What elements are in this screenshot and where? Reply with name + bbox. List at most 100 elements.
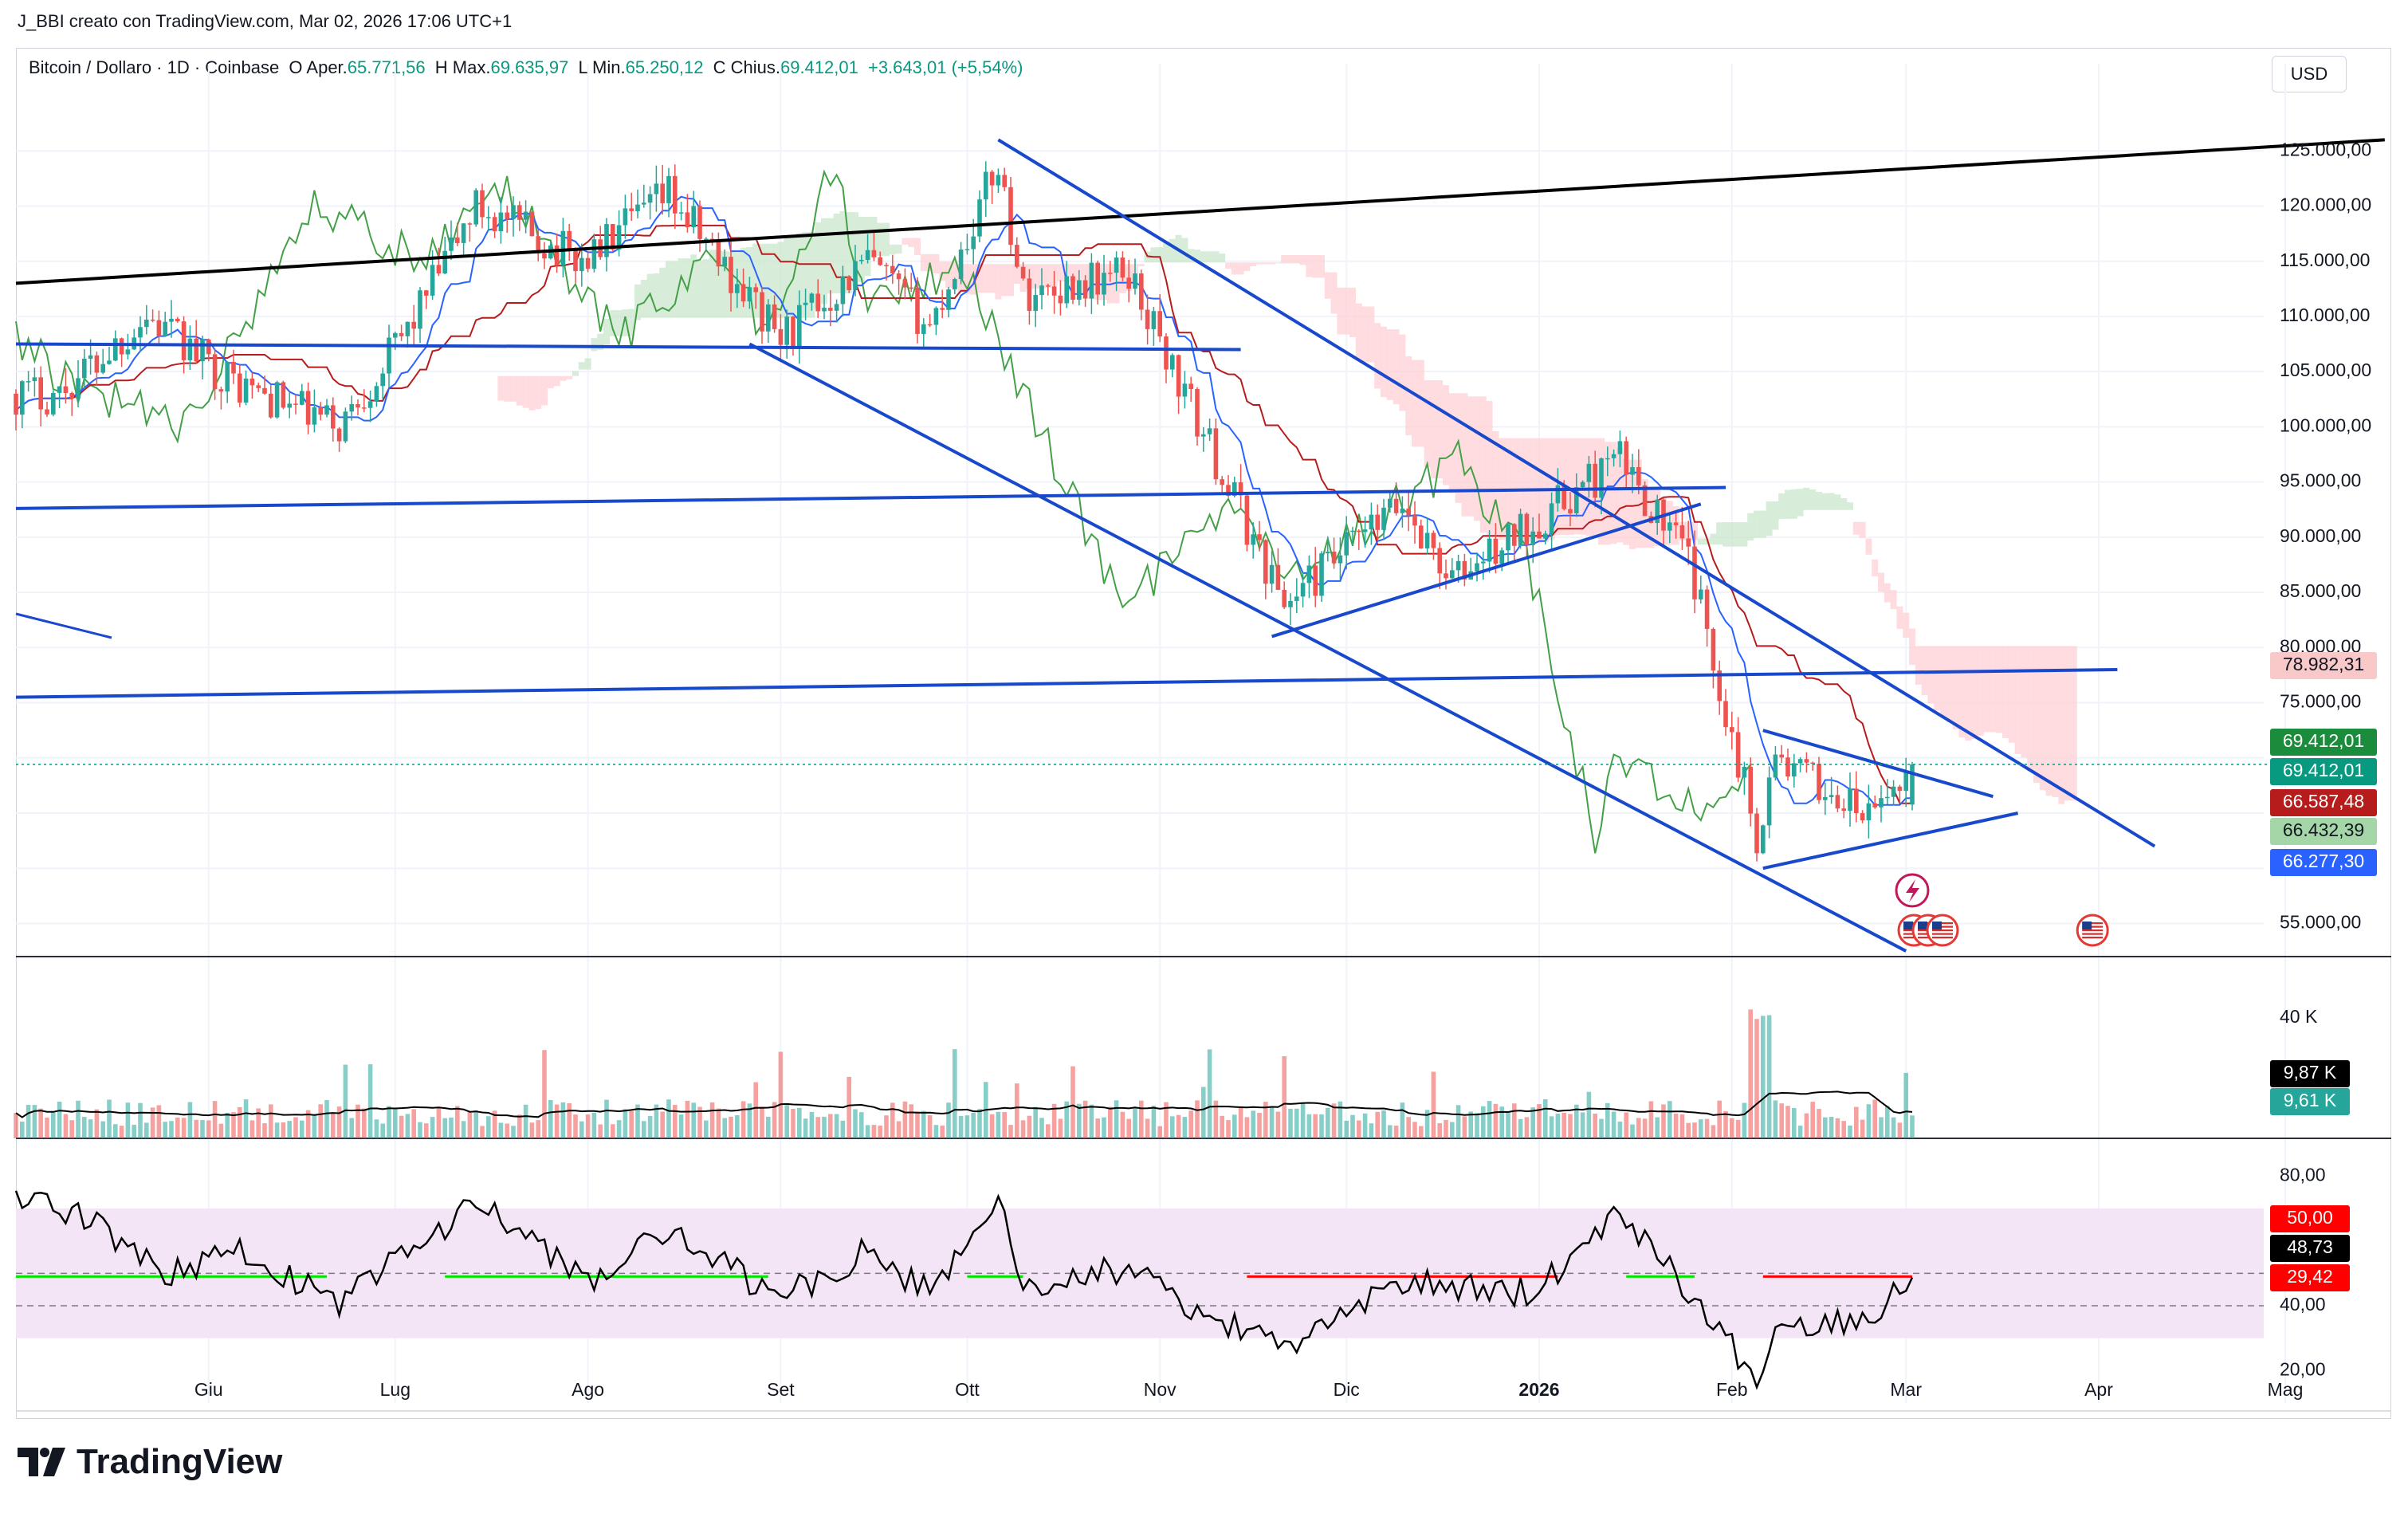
cloud-slice [945,261,952,288]
candle-body [256,385,261,388]
candle [1331,537,1337,569]
candle-body [225,361,230,392]
candle-body [666,175,671,203]
volume-bar [1524,1117,1530,1138]
volume-bar [1593,1113,1597,1138]
currency-button[interactable]: USD [2272,56,2347,92]
rsi-tick-label: 80,00 [2280,1164,2326,1185]
volume-bar [579,1121,584,1138]
volume-bar [1269,1106,1275,1138]
candle [455,222,460,246]
candle [1120,251,1125,281]
candle [1499,547,1504,572]
candle-body [1282,589,1286,607]
volume-bar [604,1099,609,1138]
candle [274,380,280,419]
candle-body [206,339,211,355]
volume-bar [1735,1119,1741,1138]
cloud-slice [1778,493,1785,520]
candle [1549,492,1554,552]
volume-bar [1369,1123,1374,1138]
candle [709,232,715,246]
volume-bar [1468,1111,1473,1138]
volume-bar [1251,1110,1255,1138]
volume-bar [1766,1015,1772,1138]
candle-body [300,391,304,405]
candle-body [1717,670,1722,701]
volume-bar [647,1116,653,1138]
cloud-slice [1821,493,1829,510]
volume-bar [548,1100,553,1138]
candle [722,250,727,272]
candle [1164,333,1169,383]
candle-body [753,287,758,293]
candle [1711,627,1716,689]
candle [1126,259,1131,303]
volume-bar [964,1115,970,1138]
price-tick-label: 85.000,00 [2280,580,2361,601]
cloud-slice [2070,646,2077,801]
candle-body [1711,628,1716,671]
candle-body [1568,509,1573,514]
volume-bar [1294,1108,1299,1138]
candle-body [20,381,25,415]
candle [300,383,304,406]
price-badge: 69.412,01 [2270,729,2377,756]
volume-bar [678,1114,684,1138]
rsi-badge-label: 50,00 [2287,1207,2333,1228]
candle-body [865,250,870,261]
ohlc-close-label: C [713,57,726,77]
volume-bar [486,1116,491,1138]
candle-body [1679,525,1685,539]
symbol-name[interactable]: Bitcoin / Dollaro · 1D · Coinbase [29,57,280,77]
candle-body [921,324,926,334]
volume-bar [45,1117,49,1138]
candle [1102,254,1106,306]
cloud-slice [1194,250,1200,263]
volume-bar [1108,1106,1113,1138]
candle-body [859,260,864,261]
volume-bar [387,1106,391,1138]
cloud-slice [1479,396,1487,533]
ohlc-high-value: 69.635,97 [490,57,569,77]
candle [1424,517,1430,555]
cloud-slice [628,308,635,336]
candle-body [977,199,982,237]
volume-bar [505,1123,509,1138]
cloud-slice [939,261,946,281]
candle-body [1294,596,1299,601]
candle-body [871,250,877,257]
tradingview-logo-icon [18,1448,65,1476]
cloud-slice [1909,628,1915,665]
cloud-slice [1374,323,1381,389]
candle-body [890,265,895,274]
volume-bar [343,1064,348,1138]
volume-bar [529,1122,535,1138]
candle-body [1008,187,1013,246]
cloud-slice [1381,326,1387,398]
cloud-slice [1417,360,1424,447]
flag-stripe [2082,922,2104,925]
trendline-channel-top [997,138,2156,848]
candle-body [436,265,442,274]
rsi-tick-label: 40,00 [2280,1294,2326,1315]
volume-bar [760,1106,764,1138]
time-tick-label: Set [767,1379,795,1400]
candle [212,348,218,400]
time-tick-label: Ott [955,1379,980,1400]
candle [791,316,795,356]
tradingview-logo[interactable]: TradingView [18,1440,282,1484]
candle [206,338,211,362]
us-flag-icon [2076,914,2109,947]
volume-badge-label: 9,61 K [2284,1090,2337,1110]
candle [69,391,74,416]
candle-body [238,373,242,403]
candle [331,397,336,442]
candle [1139,269,1144,320]
candle-body [1655,499,1660,524]
candle-body [834,304,839,311]
candle-body [312,407,317,425]
candle [1350,526,1355,546]
candle-body [187,338,193,360]
